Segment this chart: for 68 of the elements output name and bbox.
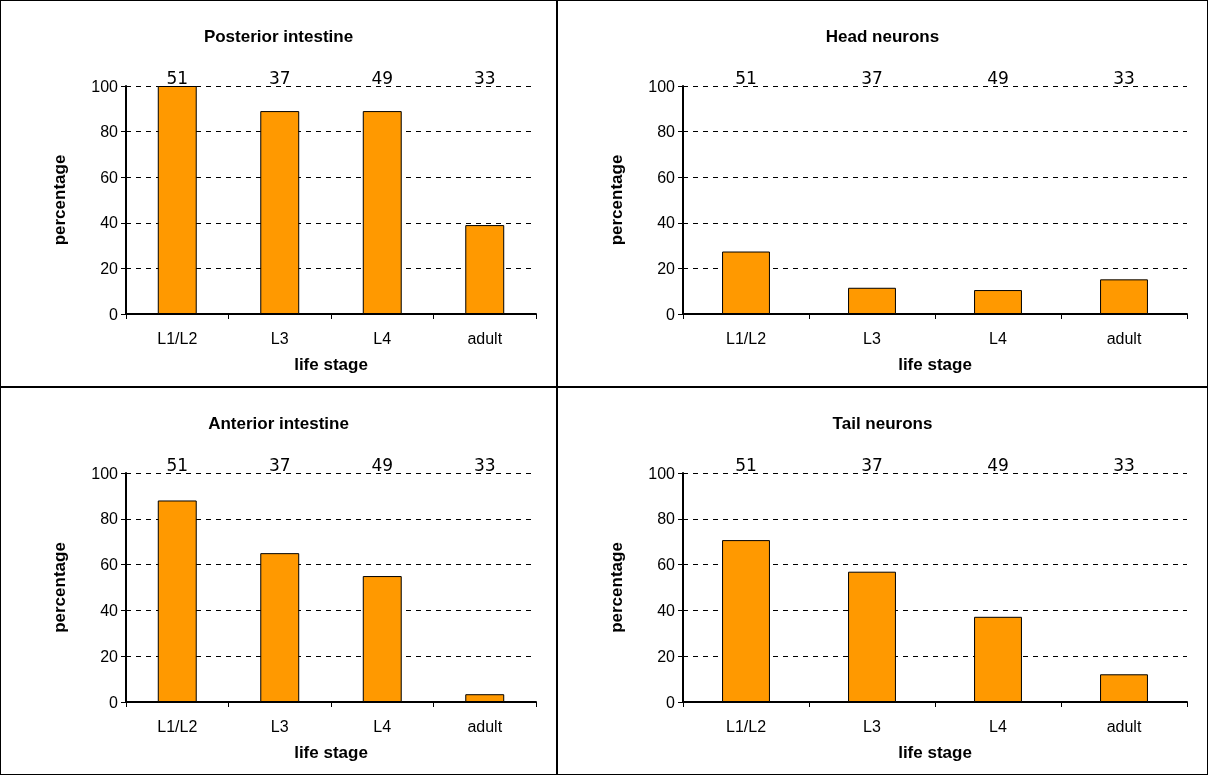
- annotation: 33: [473, 67, 496, 88]
- y-axis-title: percentage: [50, 154, 69, 246]
- x-tick-label: L3: [270, 717, 289, 735]
- x-tick-label: L1/L2: [157, 329, 198, 347]
- y-tick-label: 20: [657, 259, 676, 277]
- y-tick-label: 0: [666, 693, 676, 711]
- x-tick-label: L3: [863, 329, 881, 347]
- annotation: 51: [166, 454, 189, 475]
- x-tick-label: L4: [989, 329, 1007, 347]
- x-axis-title: life stage: [294, 355, 368, 374]
- annotation: 51: [166, 67, 189, 88]
- y-tick-label: 0: [666, 305, 676, 323]
- annotation: 37: [268, 67, 291, 88]
- y-tick-label: 80: [657, 510, 676, 528]
- y-tick-label: 60: [657, 168, 676, 186]
- x-tick-label: L4: [989, 717, 1007, 735]
- x-tick-label: L3: [270, 329, 289, 347]
- annotation: 33: [1113, 454, 1135, 475]
- annotation: 37: [861, 67, 883, 88]
- y-tick-label: 60: [657, 556, 676, 574]
- annotation: 37: [861, 454, 883, 475]
- y-tick-label: 80: [100, 123, 119, 141]
- x-tick-label: L4: [373, 329, 392, 347]
- y-tick-label: 20: [100, 259, 119, 277]
- y-tick-label: 0: [109, 305, 119, 323]
- annotation: 51: [735, 67, 757, 88]
- y-tick-label: 20: [100, 647, 119, 665]
- y-tick-label: 80: [657, 123, 676, 141]
- annotation: 33: [1113, 67, 1135, 88]
- x-tick-label: adult: [1106, 717, 1142, 735]
- x-tick-label: L4: [373, 717, 392, 735]
- chart-title: Posterior intestine: [203, 27, 354, 46]
- y-tick-label: 100: [91, 77, 119, 95]
- annotation: 49: [987, 454, 1009, 475]
- y-tick-label: 40: [657, 214, 676, 232]
- y-tick-label: 100: [648, 77, 676, 95]
- annotation: 49: [371, 67, 394, 88]
- y-tick-label: 40: [100, 214, 119, 232]
- annotation: 33: [473, 454, 496, 475]
- y-tick-label: 40: [657, 601, 676, 619]
- chart-title: Head neurons: [825, 27, 940, 46]
- x-axis-title: life stage: [294, 743, 368, 762]
- y-tick-label: 60: [100, 556, 119, 574]
- y-tick-label: 0: [109, 693, 119, 711]
- x-tick-label: L1/L2: [157, 717, 198, 735]
- y-axis-title: percentage: [50, 542, 69, 633]
- y-tick-label: 100: [648, 464, 676, 482]
- x-tick-label: adult: [1106, 329, 1142, 347]
- y-axis-title: percentage: [607, 542, 626, 633]
- annotation: 49: [371, 454, 394, 475]
- annotation: 51: [735, 454, 757, 475]
- x-tick-label: L1/L2: [725, 329, 767, 347]
- x-tick-label: adult: [467, 329, 503, 347]
- x-axis-title: life stage: [898, 743, 972, 762]
- x-axis-title: life stage: [898, 355, 972, 374]
- x-tick-label: L1/L2: [725, 717, 767, 735]
- y-tick-label: 40: [100, 601, 119, 619]
- annotation: 49: [987, 67, 1009, 88]
- y-tick-label: 80: [100, 510, 119, 528]
- chart-title: Anterior intestine: [208, 414, 349, 433]
- y-tick-label: 100: [91, 464, 119, 482]
- y-axis-title: percentage: [607, 154, 626, 246]
- x-tick-label: L3: [863, 717, 881, 735]
- y-tick-label: 60: [100, 168, 119, 186]
- annotation: 37: [268, 454, 291, 475]
- chart-title: Tail neurons: [832, 414, 933, 433]
- x-tick-label: adult: [467, 717, 503, 735]
- y-tick-label: 20: [657, 647, 676, 665]
